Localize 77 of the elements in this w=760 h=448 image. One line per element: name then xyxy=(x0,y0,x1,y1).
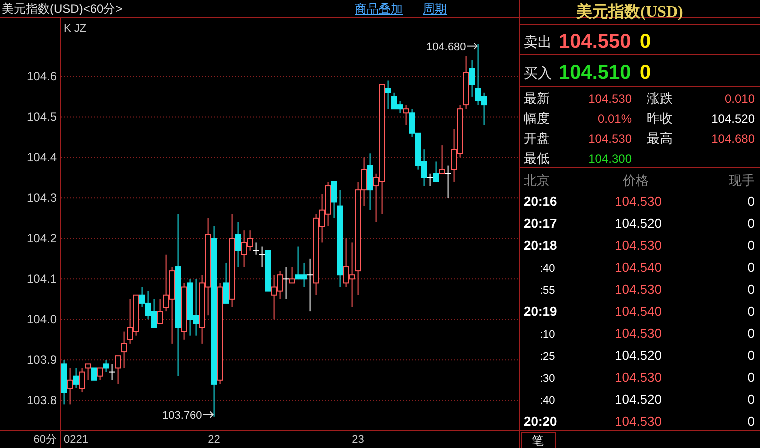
y-tick-label: 103.8 xyxy=(26,394,58,408)
text: 0 xyxy=(748,194,755,209)
text: 0 xyxy=(748,260,755,275)
text: 104.530 xyxy=(588,92,632,106)
text: 笔 xyxy=(532,434,544,448)
text: 104.520 xyxy=(712,112,756,126)
text: 20:17 xyxy=(524,216,558,231)
text: 北京 xyxy=(524,173,550,188)
text: 104.520 xyxy=(615,348,662,363)
text: 开盘 xyxy=(524,131,550,146)
text: 20:19 xyxy=(524,304,558,319)
text: 价格 xyxy=(622,173,649,188)
annotation: 104.680 xyxy=(426,41,466,54)
y-tick-label: 104.5 xyxy=(26,110,58,124)
text: 0.010 xyxy=(724,92,756,106)
text: 0 xyxy=(748,238,755,253)
annotation: 103.760 xyxy=(162,410,202,422)
text: 104.530 xyxy=(615,282,662,297)
text: :40 xyxy=(540,395,556,407)
text: 20:20 xyxy=(524,414,558,429)
text: 104.550 xyxy=(559,31,632,53)
text: :30 xyxy=(540,373,556,385)
text: :55 xyxy=(540,285,556,297)
text: :10 xyxy=(540,329,556,341)
text: 0 xyxy=(748,414,755,429)
annotation: K JZ xyxy=(64,23,87,35)
text: 104.540 xyxy=(615,260,662,275)
x-tick-label: 0221 xyxy=(64,434,89,446)
text: 0 xyxy=(748,304,755,319)
text: 104.530 xyxy=(615,414,662,429)
text: 104.540 xyxy=(615,304,662,319)
text: 卖出 xyxy=(524,34,552,50)
y-tick-label: 103.9 xyxy=(26,353,58,368)
text: 美元指数(USD) xyxy=(576,2,684,21)
text: 最高 xyxy=(647,131,673,146)
text: 104.520 xyxy=(615,392,662,407)
y-tick-label: 104.0 xyxy=(26,312,58,327)
text: 104.530 xyxy=(615,194,662,209)
text: 昨收 xyxy=(647,111,673,126)
text: 涨跌 xyxy=(647,91,673,106)
y-tick-label: 104.1 xyxy=(26,272,58,286)
text: 现手 xyxy=(729,173,755,188)
text: 20:16 xyxy=(524,194,558,209)
text: 20:18 xyxy=(524,238,558,253)
text: :25 xyxy=(540,351,556,363)
text: 104.530 xyxy=(615,370,662,385)
text: 104.530 xyxy=(588,132,632,146)
y-tick-label: 104.2 xyxy=(26,232,58,246)
text: 104.510 xyxy=(559,62,632,84)
text: 买入 xyxy=(524,65,552,81)
text: 幅度 xyxy=(524,111,550,126)
text: 最低 xyxy=(524,151,550,166)
text: 0 xyxy=(640,62,652,84)
x-tick-label: 22 xyxy=(208,434,220,446)
text: 104.530 xyxy=(615,326,662,341)
text: 0 xyxy=(748,216,755,231)
text: 104.680 xyxy=(712,132,756,146)
text: 0.01% xyxy=(598,112,632,126)
chart-title: 美元指数(USD)<60分> xyxy=(2,2,123,16)
text: 104.520 xyxy=(615,216,662,231)
x-tick-label: 23 xyxy=(352,434,364,446)
text: 0 xyxy=(748,326,755,341)
text: 0 xyxy=(748,370,755,385)
text: 104.530 xyxy=(615,238,662,253)
text: 商品叠加 xyxy=(355,2,403,16)
text: :40 xyxy=(540,263,556,275)
text: 周期 xyxy=(423,2,447,16)
y-tick-label: 104.3 xyxy=(26,191,58,206)
x-axis-title: 60分 xyxy=(34,434,57,446)
text: 0 xyxy=(748,348,755,363)
text: 104.300 xyxy=(588,152,632,166)
y-tick-label: 104.6 xyxy=(26,70,58,84)
text: 0 xyxy=(640,31,652,53)
text: 最新 xyxy=(524,91,550,106)
text: 0 xyxy=(748,392,755,407)
text: 0 xyxy=(748,282,755,297)
y-tick-label: 104.4 xyxy=(26,150,58,165)
